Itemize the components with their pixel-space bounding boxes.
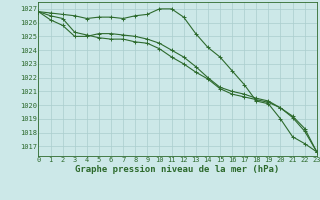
X-axis label: Graphe pression niveau de la mer (hPa): Graphe pression niveau de la mer (hPa) <box>76 165 280 174</box>
